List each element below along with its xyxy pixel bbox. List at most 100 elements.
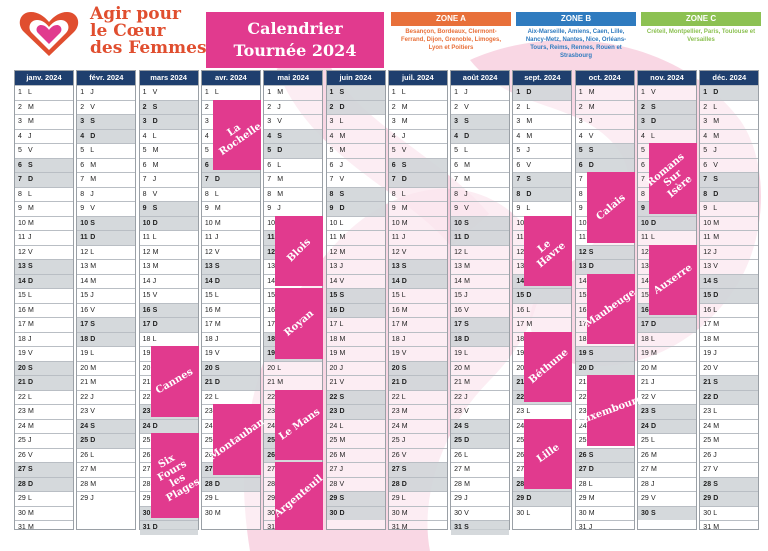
day-cell[interactable]: 17 L: [326, 317, 385, 332]
day-cell[interactable]: 29 L: [201, 491, 260, 506]
day-cell[interactable]: 30 M: [575, 505, 634, 521]
day-cell[interactable]: 12 V: [15, 244, 73, 260]
day-cell[interactable]: 11 J: [201, 230, 260, 245]
day-cell[interactable]: 30 M: [15, 505, 73, 521]
day-cell[interactable]: 28 L: [575, 476, 634, 492]
day-cell[interactable]: 18 J: [15, 331, 73, 347]
day-cell[interactable]: 23 L: [700, 404, 759, 419]
day-cell[interactable]: 10 S: [451, 215, 510, 230]
day-cell[interactable]: 14 D: [388, 273, 447, 288]
day-cell[interactable]: 10 D: [638, 215, 696, 230]
day-cell[interactable]: 17 M: [513, 317, 572, 332]
day-cell[interactable]: 29 S: [326, 491, 385, 506]
day-cell[interactable]: 14 D: [201, 273, 260, 288]
day-cell[interactable]: 29 D: [513, 491, 572, 506]
day-cell[interactable]: 18 D: [77, 331, 136, 346]
day-cell[interactable]: 23 D: [326, 404, 385, 419]
day-cell[interactable]: 13 S: [15, 259, 73, 274]
day-cell[interactable]: 20 S: [15, 360, 73, 375]
day-cell[interactable]: 14 V: [326, 273, 385, 289]
day-cell[interactable]: 16 V: [451, 302, 510, 318]
day-cell[interactable]: 20 S: [201, 360, 260, 375]
day-cell[interactable]: 13 S: [201, 259, 260, 274]
day-cell[interactable]: 25 D: [77, 433, 136, 448]
day-cell[interactable]: 19 L: [77, 346, 136, 361]
day-cell[interactable]: 15 D: [700, 288, 759, 303]
day-cell[interactable]: 12 L: [451, 244, 510, 260]
day-cell[interactable]: 25 D: [451, 433, 510, 448]
day-cell[interactable]: 16 D: [326, 302, 385, 317]
day-cell[interactable]: 11 L: [638, 230, 696, 245]
day-cell[interactable]: 21 D: [15, 375, 73, 390]
day-cell[interactable]: 22 S: [326, 389, 385, 404]
day-cell[interactable]: 19 S: [575, 346, 634, 361]
day-cell[interactable]: 17 S: [451, 317, 510, 332]
day-cell[interactable]: 26 L: [451, 447, 510, 463]
day-cell[interactable]: 28 V: [326, 476, 385, 492]
